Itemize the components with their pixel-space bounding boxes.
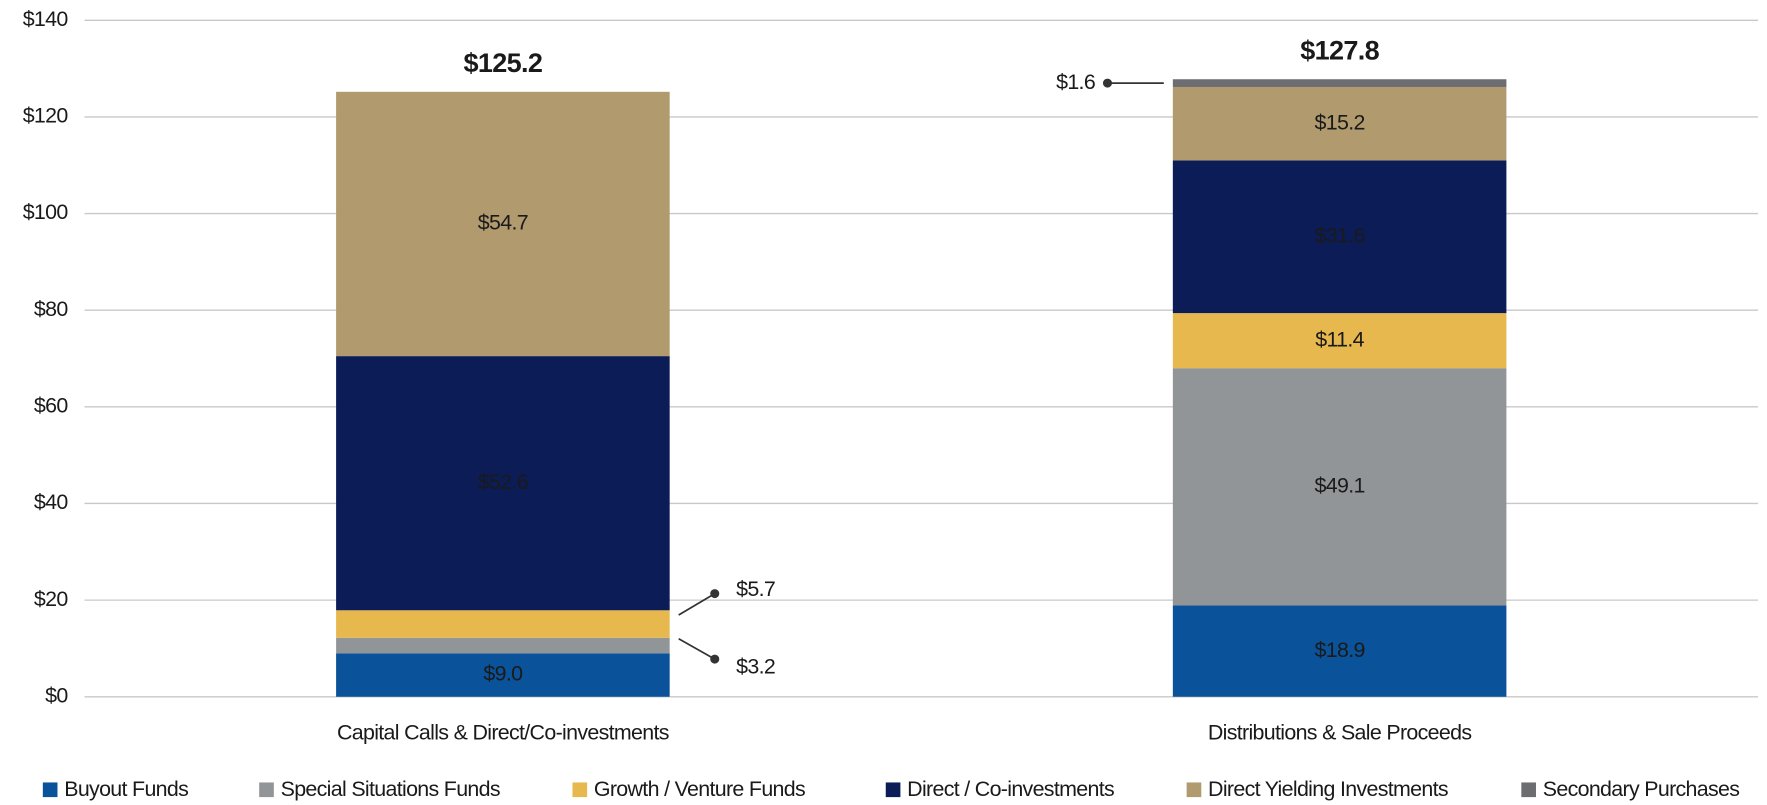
y-tick-label: $140 <box>23 7 69 31</box>
legend-swatch <box>885 782 901 798</box>
value-label: $15.2 <box>1315 110 1365 134</box>
callout-line <box>678 638 716 660</box>
y-tick-label: $80 <box>34 297 68 321</box>
bar-segment <box>1172 368 1507 606</box>
legend-label: Growth / Venture Funds <box>594 777 805 801</box>
value-label: $49.1 <box>1315 473 1365 497</box>
legend-label: Direct / Co-investments <box>907 777 1114 801</box>
y-tick-label: $100 <box>23 200 69 224</box>
total-label: $127.8 <box>1300 35 1379 65</box>
callout-dot <box>710 589 720 599</box>
legend-swatch <box>572 782 588 798</box>
total-label: $125.2 <box>464 48 543 78</box>
bar-segment <box>336 653 670 697</box>
bar-segment <box>1172 313 1507 369</box>
callout-dot <box>1102 78 1112 88</box>
y-tick-label: $120 <box>23 104 69 128</box>
callout-dot <box>710 654 720 664</box>
value-label: $5.7 <box>736 577 775 601</box>
legend-label: Special Situations Funds <box>281 777 500 801</box>
legend-swatch <box>1521 782 1536 798</box>
bar-segment <box>1172 79 1507 87</box>
bar-segment <box>336 637 670 654</box>
bar-segment <box>336 91 670 357</box>
value-label: $31.6 <box>1315 223 1365 247</box>
legend-swatch <box>259 782 274 798</box>
value-label: $9.0 <box>483 662 523 686</box>
y-tick-label: $60 <box>34 394 68 418</box>
y-tick-label: $20 <box>34 587 68 611</box>
value-label: $52.6 <box>478 470 528 494</box>
value-label: $11.4 <box>1315 327 1364 351</box>
legend-swatch <box>1186 782 1202 798</box>
value-label: $18.9 <box>1315 638 1365 662</box>
legend-label: Direct Yielding Investments <box>1208 777 1448 801</box>
bar-segment <box>1172 160 1507 314</box>
callout-line <box>678 592 716 616</box>
x-tick-label: Capital Calls & Direct/Co-investments <box>337 721 669 745</box>
legend-swatch <box>42 782 58 798</box>
y-tick-label: $0 <box>45 683 68 707</box>
bar-segment <box>1172 86 1507 161</box>
x-tick-label: Distributions & Sale Proceeds <box>1208 721 1471 745</box>
legend-label: Buyout Funds <box>64 777 188 801</box>
value-label: $54.7 <box>478 211 528 235</box>
value-label: $3.2 <box>736 655 775 679</box>
y-tick-label: $40 <box>34 490 68 514</box>
value-label: $1.6 <box>1056 70 1095 94</box>
legend-label: Secondary Purchases <box>1543 777 1740 801</box>
bar-segment <box>1172 605 1507 697</box>
bar-segment <box>336 610 670 638</box>
bar-segment <box>336 356 670 611</box>
